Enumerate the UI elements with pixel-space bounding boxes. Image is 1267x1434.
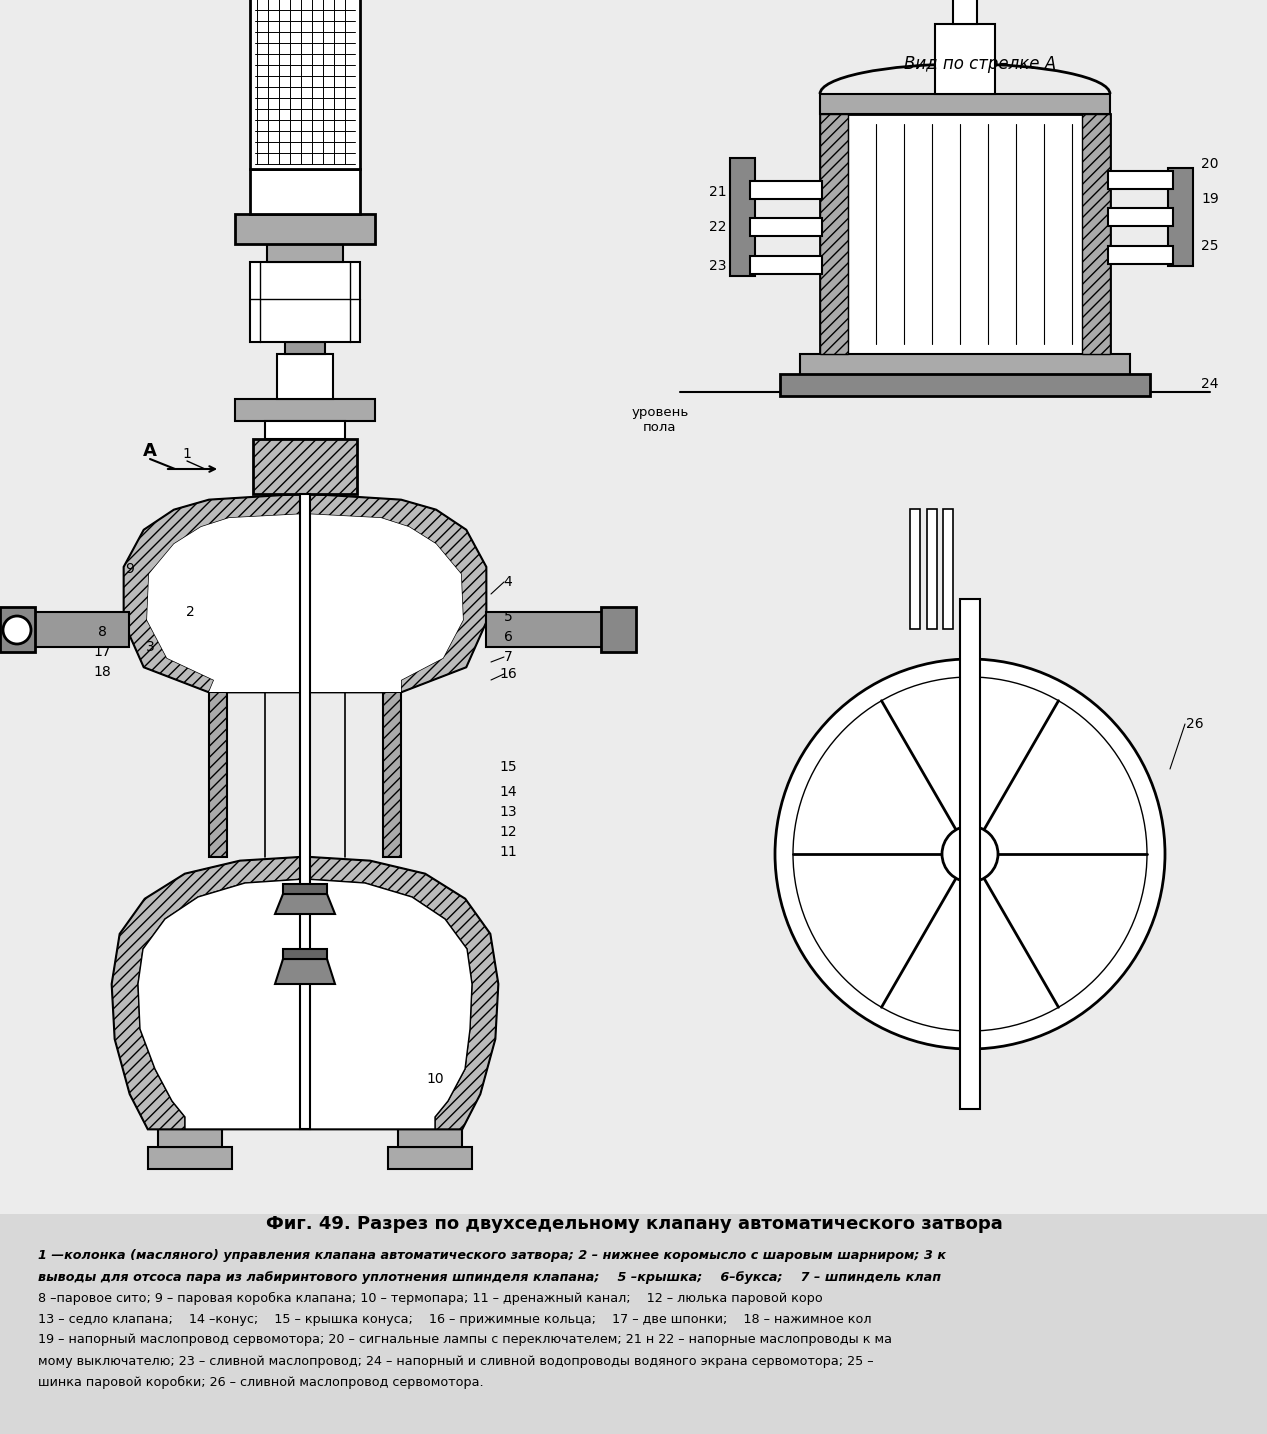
Text: 5: 5 [503, 609, 512, 624]
Bar [487, 612, 606, 647]
Text: 8: 8 [98, 625, 106, 640]
Text: 2: 2 [186, 605, 194, 619]
Circle shape [3, 617, 30, 644]
Bar [820, 95, 1110, 113]
Text: 19: 19 [1201, 192, 1219, 206]
Text: 25: 25 [1201, 239, 1219, 252]
Polygon shape [124, 493, 305, 693]
Polygon shape [147, 513, 462, 693]
Polygon shape [111, 858, 498, 1129]
Bar [1168, 168, 1194, 265]
Bar [0, 607, 35, 652]
Bar [234, 399, 375, 422]
Bar [277, 354, 333, 399]
Bar [601, 607, 636, 652]
Text: 1 —колонка (масляного) управления клапана автоматического затвора; 2 – нижнее ко: 1 —колонка (масляного) управления клапан… [38, 1249, 946, 1262]
Bar [267, 244, 343, 262]
Bar [820, 113, 848, 354]
Text: 26: 26 [1186, 717, 1204, 731]
Text: 13 – седло клапана;    14 –конус;    15 – крышка конуса;    16 – прижимные кольц: 13 – седло клапана; 14 –конус; 15 – крыш… [38, 1312, 872, 1325]
Bar [1082, 113, 1110, 354]
Bar [250, 262, 360, 341]
Bar [943, 509, 953, 630]
Text: 18: 18 [94, 665, 111, 680]
Bar [820, 113, 1110, 354]
Circle shape [793, 677, 1147, 1031]
Text: 19 – напорный маслопровод сервомотора; 20 – сигнальные лампы с переключателем; 2: 19 – напорный маслопровод сервомотора; 2… [38, 1334, 892, 1347]
Text: 1: 1 [182, 447, 191, 460]
Text: уровень
пола: уровень пола [631, 406, 689, 435]
Circle shape [775, 660, 1164, 1050]
Bar [388, 1147, 473, 1169]
Bar [250, 169, 360, 214]
Bar [953, 0, 977, 24]
Text: 13: 13 [499, 804, 517, 819]
Bar [750, 257, 822, 274]
Polygon shape [305, 858, 498, 1129]
Polygon shape [138, 879, 473, 1129]
Text: 15: 15 [499, 760, 517, 774]
Polygon shape [275, 959, 334, 984]
Bar [300, 493, 310, 1129]
Text: мому выключателю; 23 – сливной маслопровод; 24 – напорный и сливной водопроводы : мому выключателю; 23 – сливной маслопров… [38, 1355, 874, 1368]
Bar [148, 1147, 232, 1169]
Bar [1109, 247, 1173, 264]
Bar [799, 354, 1130, 376]
Bar [398, 1129, 462, 1147]
Bar [1109, 208, 1173, 227]
Text: 17: 17 [94, 645, 110, 660]
Bar [935, 24, 995, 95]
Text: 6: 6 [503, 630, 512, 644]
Text: 14: 14 [499, 784, 517, 799]
Text: 22: 22 [710, 219, 727, 234]
Bar [285, 341, 326, 354]
Text: 16: 16 [499, 667, 517, 681]
Bar [750, 218, 822, 237]
Bar [158, 1129, 222, 1147]
Circle shape [941, 826, 998, 882]
Text: выводы для отсоса пара из лабиринтового уплотнения шпинделя клапана;    5 –крышк: выводы для отсоса пара из лабиринтового … [38, 1271, 941, 1283]
Polygon shape [283, 949, 327, 959]
Bar [1109, 171, 1173, 189]
Polygon shape [111, 858, 305, 1129]
Bar [0, 0, 1267, 1215]
Text: 4: 4 [503, 575, 512, 589]
Polygon shape [275, 893, 334, 913]
Bar [927, 509, 938, 630]
Text: 8 –паровое сито; 9 – паровая коробка клапана; 10 – термопара; 11 – дренажный кан: 8 –паровое сито; 9 – паровая коробка кла… [38, 1292, 822, 1305]
Bar [250, 0, 360, 169]
Text: Вид по стрелке А: Вид по стрелке А [903, 54, 1057, 73]
Text: 10: 10 [426, 1073, 443, 1086]
Text: шинка паровой коробки; 26 – сливной маслопровод сервомотора.: шинка паровой коробки; 26 – сливной масл… [38, 1375, 484, 1388]
Text: 21: 21 [710, 185, 727, 199]
Text: 11: 11 [499, 845, 517, 859]
Bar [960, 599, 979, 1108]
Text: 12: 12 [499, 825, 517, 839]
Text: Фиг. 49. Разрез по двухседельному клапану автоматического затвора: Фиг. 49. Разрез по двухседельному клапан… [266, 1215, 1002, 1233]
Bar [730, 158, 755, 275]
Bar [910, 509, 920, 630]
Text: 23: 23 [710, 260, 727, 272]
Bar [383, 693, 400, 858]
Text: 7: 7 [503, 650, 512, 664]
Text: 24: 24 [1201, 377, 1219, 391]
Bar [265, 422, 345, 439]
Bar [750, 181, 822, 199]
Bar [780, 374, 1150, 396]
Polygon shape [283, 883, 327, 893]
Polygon shape [305, 493, 487, 693]
Bar [209, 693, 227, 858]
Bar [253, 439, 357, 493]
Bar [30, 612, 129, 647]
Text: A: A [143, 442, 157, 460]
Text: 20: 20 [1201, 156, 1219, 171]
Polygon shape [124, 493, 487, 693]
Bar [234, 214, 375, 244]
Text: 9: 9 [125, 562, 134, 576]
Text: 3: 3 [146, 640, 155, 654]
